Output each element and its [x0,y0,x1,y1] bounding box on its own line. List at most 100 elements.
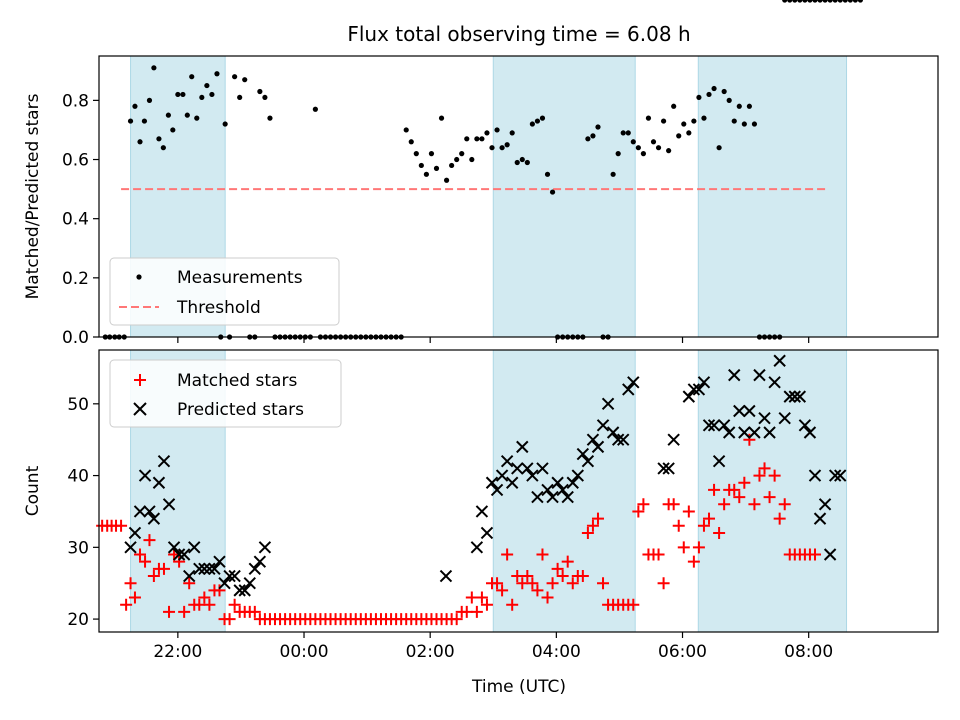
measurement-point [711,85,717,92]
matched-star-point [203,598,216,611]
measurement-point [175,91,181,98]
measurement-point [721,88,727,95]
predicted-star-point [722,426,736,439]
predicted-star-point [526,469,539,482]
measurement-point [812,0,818,3]
measurement-point [645,115,652,121]
predicted-star-point [748,426,761,439]
x-tick-label: 06:00 [658,642,707,662]
measurement-point [681,121,687,127]
measurement-point [696,94,702,101]
predicted-star-point [617,433,630,446]
matched-star-point [657,577,670,590]
matched-star-point [228,598,241,611]
matched-star-point [551,562,564,575]
predicted-star-point [627,376,640,389]
measurement-points [102,0,864,340]
measurement-point [666,148,672,154]
predicted-star-point [581,455,595,468]
measurement-point [640,151,647,157]
matched-star-point [697,519,710,532]
measurement-point [423,171,429,177]
predicted-star-point [248,562,262,576]
matched-star-point [541,591,554,604]
predicted-star-point [551,476,564,489]
measurement-point [484,130,490,136]
measurement-point [232,74,238,80]
predicted-star-point [177,548,191,561]
predicted-star-point [576,447,590,461]
measurement-point [544,171,551,177]
measurement-point [852,0,858,3]
matched-star-point [491,577,504,590]
measurement-point [151,65,157,71]
measurement-point [504,142,510,148]
matched-star-point [465,591,478,604]
matched-star-point [531,584,544,597]
matched-star-point [652,548,665,561]
predicted-star-point [707,419,721,432]
measurement-point [655,145,662,151]
measurement-point [842,0,848,3]
measurement-point [797,0,803,3]
predicted-star-point [172,548,186,561]
predicted-star-point [128,526,142,540]
measurement-point [539,115,546,121]
predicted-star-point [733,404,746,418]
x-tick-label: 08:00 [784,642,833,662]
predicted-star-point [490,483,504,497]
measurement-point [807,0,813,3]
matched-star-point [672,519,685,532]
predicted-star-point [556,483,569,497]
matched-star-point [738,476,751,489]
measurement-point [449,162,455,169]
measurement-point [438,115,445,121]
measurement-point [726,97,732,103]
matched-star-point [506,598,519,611]
measurement-point [701,115,707,121]
predicted-star-point [138,469,152,482]
legend-threshold-label: Threshold [176,298,261,318]
measurement-point [706,91,712,98]
top-legend: Measurements Threshold [109,257,340,326]
legend-measurements-label: Measurements [177,268,303,288]
predicted-star-point [536,462,549,475]
matched-star-point [586,519,599,532]
predicted-star-point [521,462,534,475]
predicted-star-point [778,411,791,425]
x-tick-label: 00:00 [280,642,329,662]
measurement-point [686,130,692,136]
y-tick-label: 0.4 [62,210,89,230]
predicted-star-point [500,455,514,468]
measurement-point [691,118,697,124]
matched-star-point [687,555,700,568]
measurement-point [802,0,808,3]
measurement-point [792,0,798,3]
predicted-star-point [808,469,822,482]
predicted-star-point [218,576,231,590]
predicted-star-point [133,505,147,518]
predicted-star-point [763,426,776,439]
predicted-star-point [124,541,137,554]
measurement-point [204,82,210,89]
measurement-point [132,103,138,109]
matched-star-point [496,584,509,597]
predicted-stars-points [124,354,847,597]
predicted-star-point [818,498,832,511]
matched-star-point [591,512,604,525]
predicted-star-point [828,469,842,482]
matched-star-point [157,562,170,575]
measurement-point [459,151,465,157]
matched-star-point [773,512,786,525]
measurement-point [736,103,742,109]
matched-star-point [718,498,731,511]
measurement-point [214,71,220,77]
measurement-point [509,130,515,136]
predicted-star-point [198,562,211,576]
measurement-point [650,139,657,145]
measurement-point [141,118,148,124]
predicted-star-point [692,383,706,396]
predicted-star-point [662,462,675,475]
x-axis-label: Time (UTC) [471,677,566,697]
matched-star-point [139,555,152,568]
